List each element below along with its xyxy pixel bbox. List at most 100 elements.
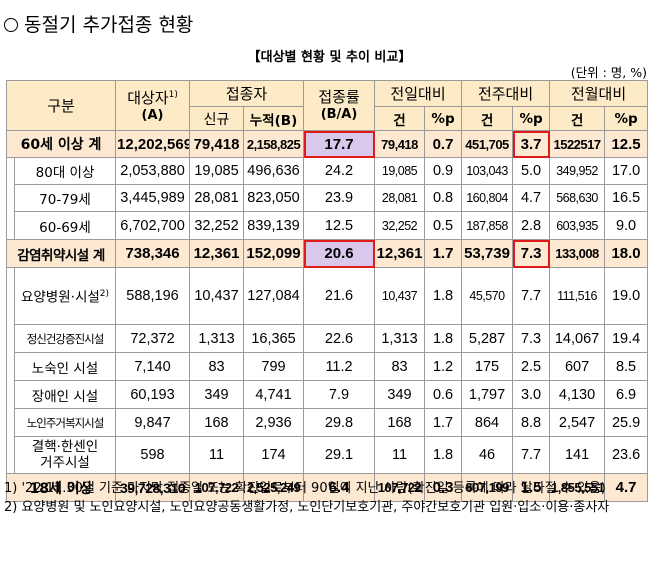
cell-day-pp: 1.8 [424,436,463,474]
cell-new: 349 [189,380,245,409]
cell-month-cnt: 349,952 [549,157,606,185]
cell-rate: 6.4 [303,473,376,502]
page-title-text: 동절기 추가접종 현황 [24,14,194,36]
cell-week-cnt: 1,797 [461,380,514,409]
cell-week-pp: 7.3 [512,324,551,353]
header-day-pp: %p [424,106,463,131]
cell-rate: 23.9 [303,184,376,212]
cell-month-pp: 12.5 [604,130,649,158]
cell-day-cnt: 1,313 [374,324,426,353]
cell-week-pp: 1.5 [512,473,551,502]
cell-month-cnt: 133,008 [549,239,606,268]
cell-target: 3,445,989 [115,184,191,212]
cell-day-pp: 0.6 [424,380,463,409]
cell-week-cnt: 5,287 [461,324,514,353]
cell-rate: 11.2 [303,352,376,381]
header-prev-day: 전일대비 [374,80,463,107]
table-row: 결핵·한센인 거주시설 598 11 174 29.1 11 1.8 46 7.… [7,436,649,474]
header-target: 대상자1) (A) [115,80,191,131]
cell-month-pp: 23.6 [604,436,649,474]
cell-month-pp: 19.0 [604,267,649,325]
row-label: 장애인 시설 [13,380,117,409]
cell-cum: 152,099 [243,239,305,268]
cell-target: 60,193 [115,380,191,409]
cell-week-pp: 8.8 [512,408,551,437]
cell-rate: 7.9 [303,380,376,409]
cell-month-cnt: 603,935 [549,211,606,240]
row-label-sup: 2) [99,289,110,300]
cell-cum: 2,525,249 [243,473,305,502]
row-label: 80대 이상 [13,157,117,185]
header-month-pp: %p [604,106,649,131]
cell-day-cnt: 79,418 [374,130,426,158]
cell-month-pp: 17.0 [604,157,649,185]
cell-new: 19,085 [189,157,245,185]
cell-rate: 29.8 [303,408,376,437]
cell-cum: 2,936 [243,408,305,437]
row-label: 70-79세 [13,184,117,212]
cell-target: 39,728,310 [115,473,191,502]
cell-month-pp: 25.9 [604,408,649,437]
row-label: 정신건강증진시설 [13,324,117,353]
cell-day-cnt: 107,722 [374,473,426,502]
cell-day-cnt: 12,361 [374,239,426,268]
cell-target: 588,196 [115,267,191,325]
cell-day-pp: 0.8 [424,184,463,212]
cell-week-cnt: 187,858 [461,211,514,240]
cell-month-cnt: 141 [549,436,606,474]
cell-day-cnt: 83 [374,352,426,381]
row-label-text: 요양병원·시설 [20,289,100,306]
cell-month-cnt: 111,516 [549,267,606,325]
table-row: 80대 이상 2,053,880 19,085 496,636 24.2 19,… [6,157,649,240]
cell-day-pp: 1.7 [424,239,463,268]
cell-week-pp: 5.0 [512,157,551,185]
cell-day-cnt: 10,437 [374,267,426,325]
cell-rate: 20.6 [303,239,376,268]
cell-day-cnt: 11 [374,436,426,474]
cell-rate: 21.6 [303,267,376,325]
cell-cum: 4,741 [243,380,305,409]
cell-month-cnt: 4,130 [549,380,606,409]
cell-target: 9,847 [115,408,191,437]
header-rate-sub: (B/A) [320,106,358,122]
cell-week-cnt: 46 [461,436,514,474]
header-row-2: 신규 누적(B) 건 %p 건 %p 건 %p [7,106,649,131]
cell-week-pp: 4.7 [512,184,551,212]
cell-day-cnt: 349 [374,380,426,409]
cell-week-pp: 2.8 [512,211,551,240]
cell-week-cnt: 103,043 [461,157,514,185]
cell-target: 12,202,569 [115,130,191,158]
cell-cum: 823,050 [243,184,305,212]
cell-rate: 24.2 [303,157,376,185]
header-day-cnt: 건 [374,106,426,131]
header-prev-month: 전월대비 [549,80,649,107]
header-rate: 접종률 (B/A) [303,80,376,131]
table-row: 노숙인 시설 7,140 83 799 11.2 83 1.2 175 2.5 … [7,352,649,381]
header-group: 구분 [5,80,117,131]
header-rate-label: 접종률 [318,87,360,106]
cell-new: 28,081 [189,184,245,212]
cell-week-pp: 2.5 [512,352,551,381]
cell-target: 2,053,880 [115,157,191,185]
cell-target: 6,702,700 [115,211,191,240]
table-row: 70-79세 3,445,989 28,081 823,050 23.9 28,… [7,184,649,212]
cell-cum: 16,365 [243,324,305,353]
cell-cum: 174 [243,436,305,474]
cell-week-pp: 7.3 [512,239,551,268]
cell-month-pp: 19.4 [604,324,649,353]
header-prev-week: 전주대비 [461,80,551,107]
cell-new: 1,313 [189,324,245,353]
table-row: 60세 이상 계 12,202,569 79,418 2,158,825 17.… [5,130,649,158]
footnotes: 1) '22.11.30일 기준 마지막 접종일 또는 확진일로부터 90일이 … [4,480,652,518]
indent-cell [6,267,15,474]
cell-month-cnt: 14,067 [549,324,606,353]
cell-day-pp: 0.3 [424,473,463,502]
cell-month-pp: 8.5 [604,352,649,381]
table-row: 정신건강증진시설 72,372 1,313 16,365 22.6 1,313 … [7,324,649,353]
cell-day-cnt: 32,252 [374,211,426,240]
cell-new: 12,361 [189,239,245,268]
table-row: 18세 이상 39,728,310 107,722 2,525,249 6.4 … [5,473,649,502]
cell-month-cnt: 607 [549,352,606,381]
cell-new: 107,722 [189,473,245,502]
cell-week-cnt: 175 [461,352,514,381]
